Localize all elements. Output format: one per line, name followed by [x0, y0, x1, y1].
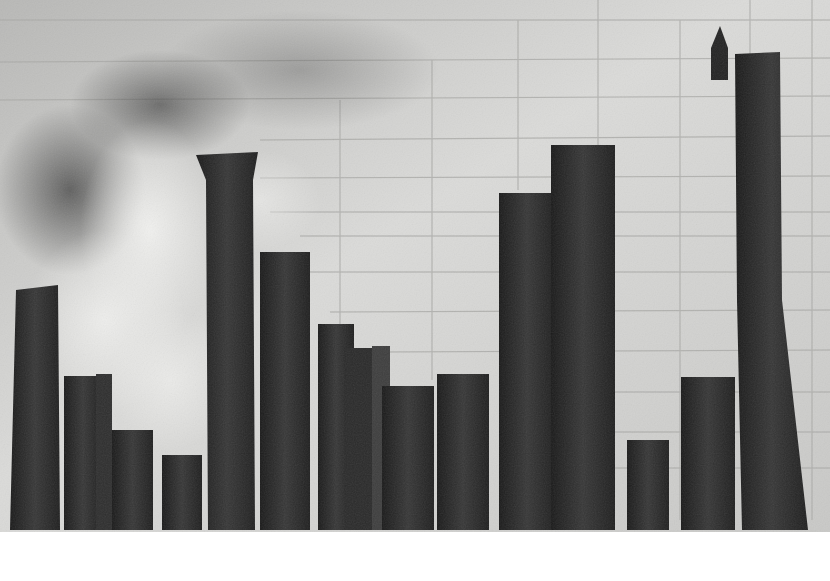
grain-overlay	[0, 0, 830, 532]
monochrome-chimney-columns-photo	[0, 0, 830, 532]
image-border	[0, 532, 830, 581]
